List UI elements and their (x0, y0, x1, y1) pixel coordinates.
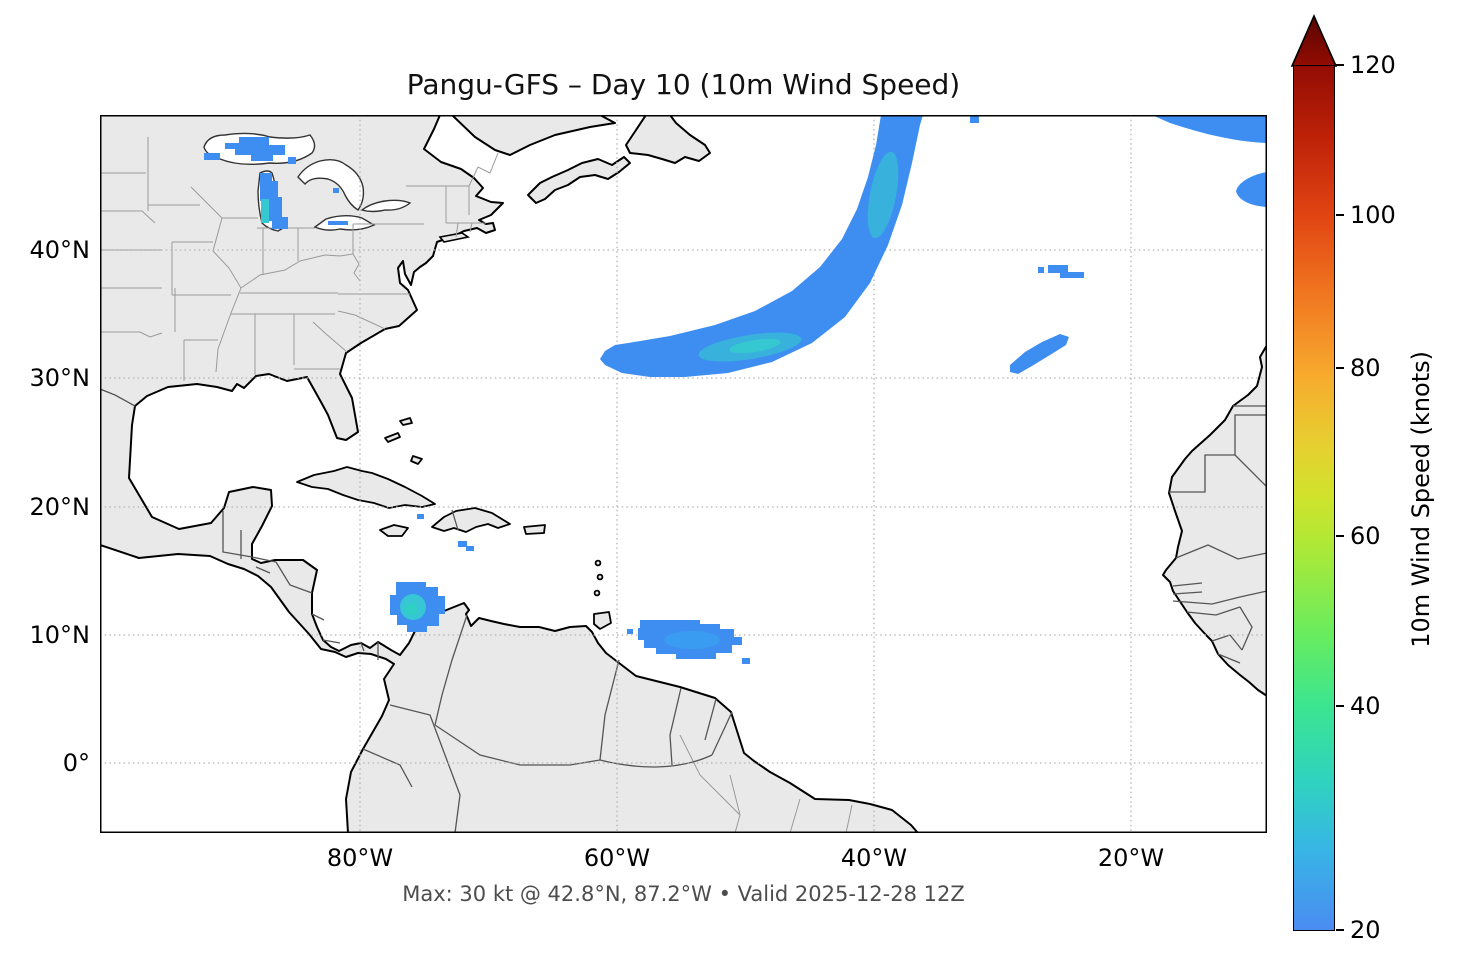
x-tick-label-80w: 80°W (326, 844, 394, 872)
map-canvas (100, 115, 1267, 833)
colorbar-tick-label-100: 100 (1350, 201, 1396, 229)
x-tick-label-40w: 40°W (840, 844, 908, 872)
colorbar-tick-120 (1336, 64, 1344, 66)
country-borders (100, 388, 1267, 833)
colorbar-axis-label: 10m Wind Speed (knots) (1407, 350, 1435, 648)
colorbar-tick-label-20: 20 (1350, 916, 1381, 944)
colorbar-tick-60 (1336, 535, 1344, 537)
state-borders (100, 137, 853, 833)
gridlines (100, 115, 1267, 833)
colorbar-tick-label-40: 40 (1350, 692, 1381, 720)
y-tick-label-20n: 20°N (29, 493, 91, 521)
y-tick-label-30n: 30°N (29, 364, 91, 392)
colorbar-tick-100 (1336, 214, 1344, 216)
colorbar-extend-arrow (1290, 14, 1338, 67)
landmass-americas (100, 115, 919, 833)
page-title: Pangu-GFS – Day 10 (10m Wind Speed) (406, 68, 961, 101)
x-tick-label-20w: 20°W (1097, 844, 1165, 872)
colorbar-tick-80 (1336, 367, 1344, 369)
wind-speed-shading (204, 115, 1267, 664)
y-tick-label-0: 0° (62, 749, 90, 777)
atlantic-basin-map (100, 115, 1267, 833)
max-annotation: Max: 30 kt @ 42.8°N, 87.2°W • Valid 2025… (402, 882, 965, 906)
y-tick-label-10n: 10°N (29, 621, 91, 649)
y-tick-label-40n: 40°N (29, 236, 91, 264)
x-tick-label-60w: 60°W (583, 844, 651, 872)
colorbar-tick-label-120: 120 (1350, 51, 1396, 79)
colorbar (1293, 65, 1335, 931)
caribbean-islands (296, 417, 612, 630)
colorbar-tick-label-80: 80 (1350, 354, 1381, 382)
landmass-africa (1162, 344, 1267, 697)
colorbar-tick-label-60: 60 (1350, 522, 1381, 550)
colorbar-tick-20 (1336, 929, 1344, 931)
colorbar-tick-40 (1336, 705, 1344, 707)
